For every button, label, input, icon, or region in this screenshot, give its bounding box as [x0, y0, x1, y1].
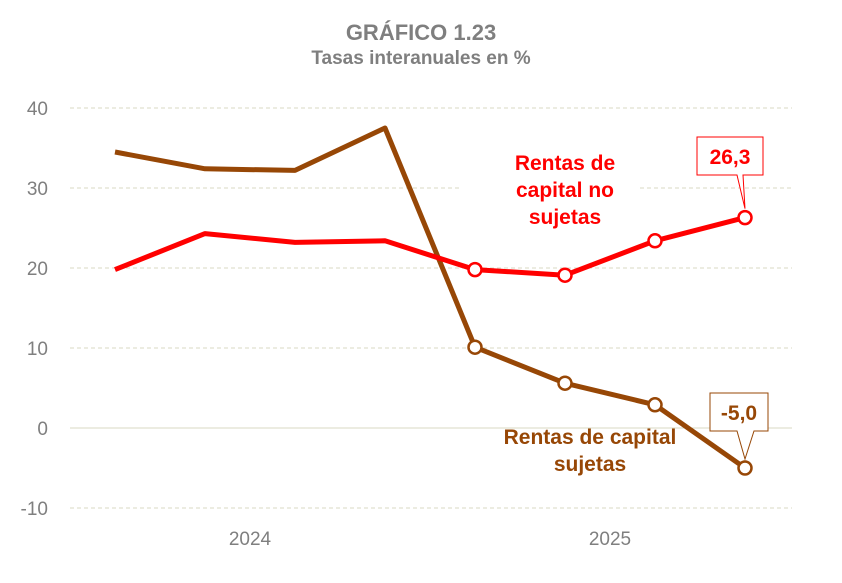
series-line: [114, 125, 747, 471]
data-point: [557, 375, 573, 391]
data-label-callout: [696, 136, 764, 209]
series-line: [114, 215, 746, 278]
data-label: 26,3: [710, 146, 751, 169]
series-label-sujetas: Rentas de capital sujetas: [503, 426, 677, 476]
data-point: [647, 233, 663, 249]
data-point: [647, 397, 663, 413]
data-label: -5,0: [721, 402, 757, 425]
data-point: [737, 460, 753, 476]
data-label-callout: [709, 392, 769, 461]
y-tick-label: 10: [27, 339, 48, 360]
y-tick-label: 0: [37, 419, 48, 440]
data-point: [557, 267, 573, 283]
x-tick-label: 2024: [229, 529, 272, 550]
y-tick-label: 30: [27, 179, 48, 200]
chart-title: GRÁFICO 1.23: [345, 20, 497, 45]
data-point: [467, 339, 483, 355]
x-tick-label: 2025: [589, 529, 631, 550]
data-point: [467, 261, 483, 278]
data-point: [737, 209, 753, 226]
y-tick-label: 20: [27, 259, 48, 280]
y-tick-label: 40: [27, 99, 48, 120]
series-label-no-sujetas: Rentas de capital no sujetas: [514, 152, 616, 229]
chart-subtitle: Tasas interanuales en %: [311, 48, 531, 69]
y-tick-label: -10: [21, 499, 48, 520]
